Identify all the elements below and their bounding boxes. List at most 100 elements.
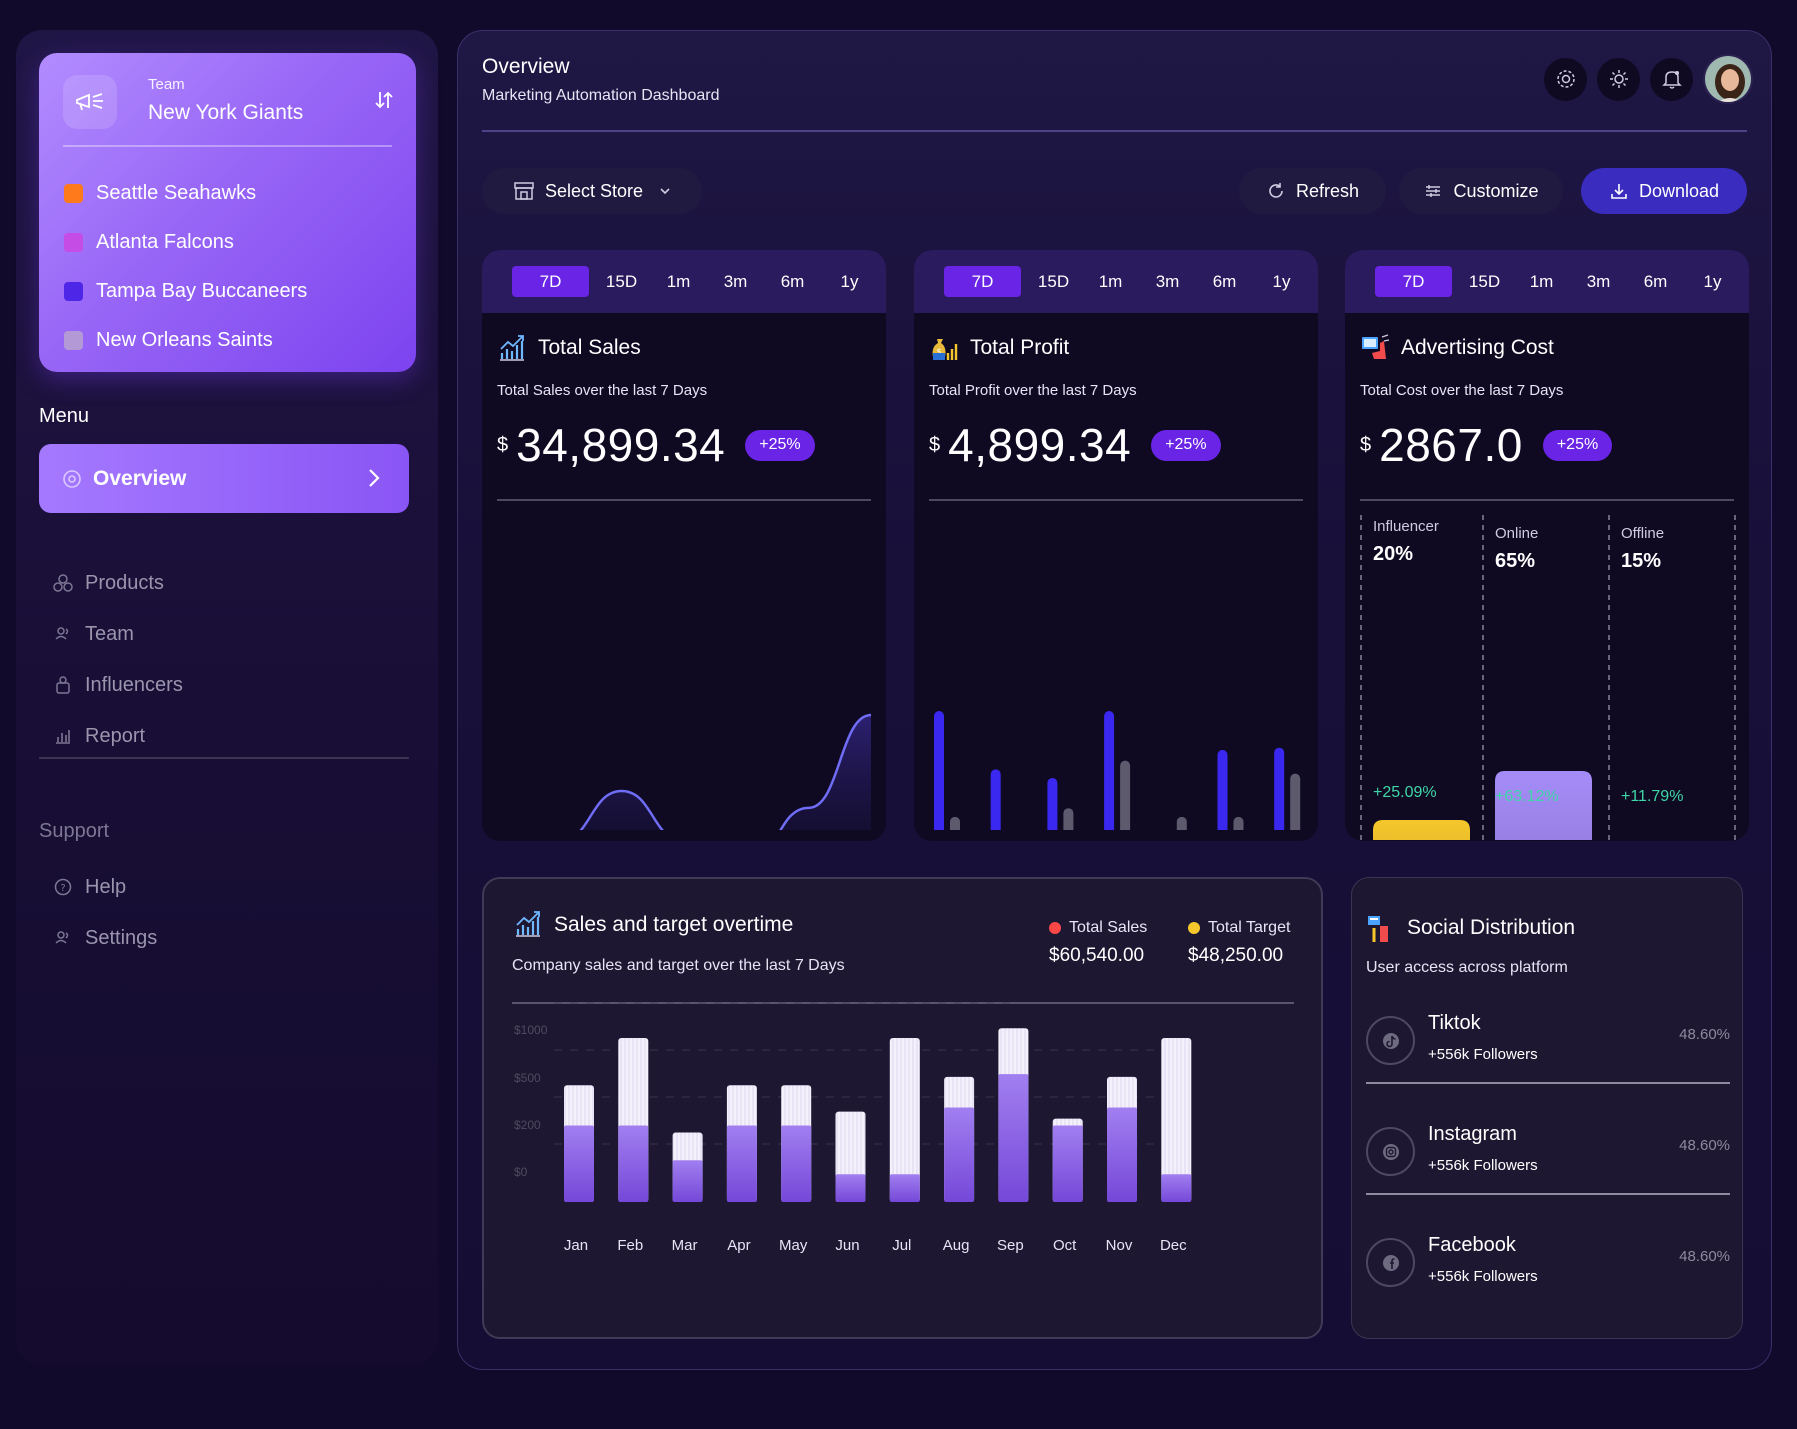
support-heading: Support: [39, 820, 110, 842]
total-profit-bar-chart: JulAugSepOctNovDecJan: [934, 711, 1301, 830]
tab-1m[interactable]: 1m: [666, 271, 691, 291]
sidebar-item-label: Settings: [85, 926, 158, 949]
y-tick-label: $500: [514, 1071, 541, 1085]
refresh-button[interactable]: Refresh: [1239, 168, 1386, 214]
select-store-dropdown[interactable]: Select Store: [482, 168, 702, 214]
sidebar-item-label: Report: [85, 724, 146, 747]
bell-icon[interactable]: [1650, 57, 1693, 101]
adv-bar-influencer: [1373, 820, 1470, 840]
sales-area-fill: [581, 715, 871, 830]
tab-1y[interactable]: 1y: [1272, 271, 1291, 291]
x-tick-label: Aug: [943, 1237, 970, 1254]
sales-bar: [672, 1160, 703, 1202]
trend-chart-icon: [500, 335, 524, 361]
period-tabs: 7D 15D 1m 3m 6m 1y: [482, 250, 886, 313]
team-item-new-orleans-saints[interactable]: New Orleans Saints: [64, 316, 307, 365]
total-sales-line-chart: JulAugSepOctNovDecJan: [579, 713, 872, 830]
tab-1y[interactable]: 1y: [1703, 271, 1722, 291]
tab-15d[interactable]: 15D: [1468, 271, 1501, 291]
team-item-atlanta-falcons[interactable]: Atlanta Falcons: [64, 218, 307, 267]
legend-dot: [1188, 922, 1200, 934]
card-subtitle: Company sales and target over the last 7…: [512, 957, 845, 974]
platform-followers: +556k Followers: [1428, 1157, 1538, 1174]
tab-1m[interactable]: 1m: [1098, 271, 1123, 291]
profit-bar-primary: [1047, 777, 1058, 830]
platform-followers: +556k Followers: [1428, 1046, 1538, 1063]
card-title: Total Profit: [970, 336, 1070, 359]
legend-value: $60,540.00: [1049, 945, 1145, 966]
platform-percent: 48.60%: [1679, 1137, 1730, 1154]
sidebar-item-label: Team: [85, 622, 134, 645]
team-divider: [63, 145, 392, 147]
currency-symbol: $: [497, 433, 509, 456]
trend-chart-icon: [516, 911, 540, 937]
platform-name: Instagram: [1428, 1123, 1517, 1145]
social-row-tiktok[interactable]: Tiktok +556k Followers 48.60%: [1366, 996, 1730, 1106]
swap-icon[interactable]: [373, 89, 395, 111]
sun-icon[interactable]: [1597, 57, 1640, 101]
sales-target-card: Sales and target overtime Company sales …: [482, 877, 1323, 1339]
x-tick-label: Apr: [727, 1237, 750, 1254]
x-tick-label: Nov: [1106, 1237, 1133, 1254]
instagram-icon: [1366, 1127, 1415, 1176]
tab-7d[interactable]: 7D: [1375, 266, 1452, 297]
platform-followers: +556k Followers: [1428, 1268, 1538, 1285]
card-divider: [512, 1002, 1294, 1004]
overview-icon: [63, 469, 81, 488]
sidebar-item-settings[interactable]: Settings: [53, 920, 157, 956]
sales-bar: [618, 1125, 649, 1202]
sidebar-item-label: Overview: [93, 466, 187, 490]
sidebar-item-report[interactable]: Report: [53, 718, 145, 754]
tab-15d[interactable]: 15D: [1037, 271, 1070, 291]
chevron-right-icon: [369, 469, 380, 487]
tab-7d[interactable]: 7D: [512, 266, 589, 297]
team-item-tampa-bay-buccaneers[interactable]: Tampa Bay Buccaneers: [64, 267, 307, 316]
main-panel: Overview Marketing Automation Dashboard …: [457, 30, 1772, 1370]
tab-7d[interactable]: 7D: [944, 266, 1021, 297]
growth-badge: +25%: [1542, 429, 1613, 461]
sidebar-item-help[interactable]: ? Help: [53, 869, 126, 905]
tab-6m[interactable]: 6m: [1212, 271, 1237, 291]
adv-percent: 15%: [1621, 550, 1662, 572]
profit-bar-secondary: [1176, 816, 1187, 830]
page-title: Overview: [482, 55, 570, 78]
sales-bar: [1052, 1125, 1083, 1202]
help-icon: ?: [54, 878, 72, 896]
team-switcher-card[interactable]: Team New York Giants Seattle Seahawks At…: [39, 53, 416, 372]
social-row-instagram[interactable]: Instagram +556k Followers 48.60%: [1366, 1107, 1730, 1217]
tab-3m[interactable]: 3m: [1586, 271, 1611, 291]
tab-1y[interactable]: 1y: [840, 271, 859, 291]
tab-3m[interactable]: 3m: [723, 271, 748, 291]
adv-change-influencer: +25.09%: [1373, 784, 1437, 801]
avatar[interactable]: [1703, 54, 1753, 104]
store-icon: [514, 182, 534, 200]
x-tick-label: Sep: [997, 1237, 1024, 1254]
customize-button[interactable]: Customize: [1399, 168, 1563, 214]
sales-bar: [781, 1125, 812, 1202]
y-tick-label: $1000: [514, 1023, 548, 1037]
tab-1m[interactable]: 1m: [1529, 271, 1554, 291]
tab-6m[interactable]: 6m: [1643, 271, 1668, 291]
tab-3m[interactable]: 3m: [1155, 271, 1180, 291]
adv-bar-online: [1495, 771, 1592, 840]
tab-6m[interactable]: 6m: [780, 271, 805, 291]
social-icon: [1368, 916, 1388, 942]
sidebar-item-label: Help: [85, 875, 127, 898]
card-title: Sales and target overtime: [554, 913, 794, 936]
profit-bar-primary: [1104, 711, 1115, 830]
gear-icon[interactable]: [1544, 57, 1587, 101]
legend-total-target: Total Target $48,250.00: [1188, 919, 1290, 967]
sidebar-item-influencers[interactable]: Influencers: [53, 667, 183, 703]
team-item-seattle-seahawks[interactable]: Seattle Seahawks: [64, 169, 307, 218]
advertising-cost-bar-chart: [1360, 515, 1736, 840]
sidebar-item-products[interactable]: Products: [53, 565, 164, 601]
sidebar-item-team[interactable]: Team: [53, 616, 134, 652]
sidebar-item-overview[interactable]: Overview: [39, 444, 409, 513]
download-button[interactable]: Download: [1581, 168, 1747, 214]
header-actions: [1544, 54, 1753, 104]
tab-15d[interactable]: 15D: [605, 271, 638, 291]
card-divider: [1360, 499, 1734, 501]
card-title: Advertising Cost: [1401, 336, 1554, 359]
team-item-label: Seattle Seahawks: [96, 182, 257, 204]
social-row-facebook[interactable]: Facebook +556k Followers 48.60%: [1366, 1218, 1730, 1328]
